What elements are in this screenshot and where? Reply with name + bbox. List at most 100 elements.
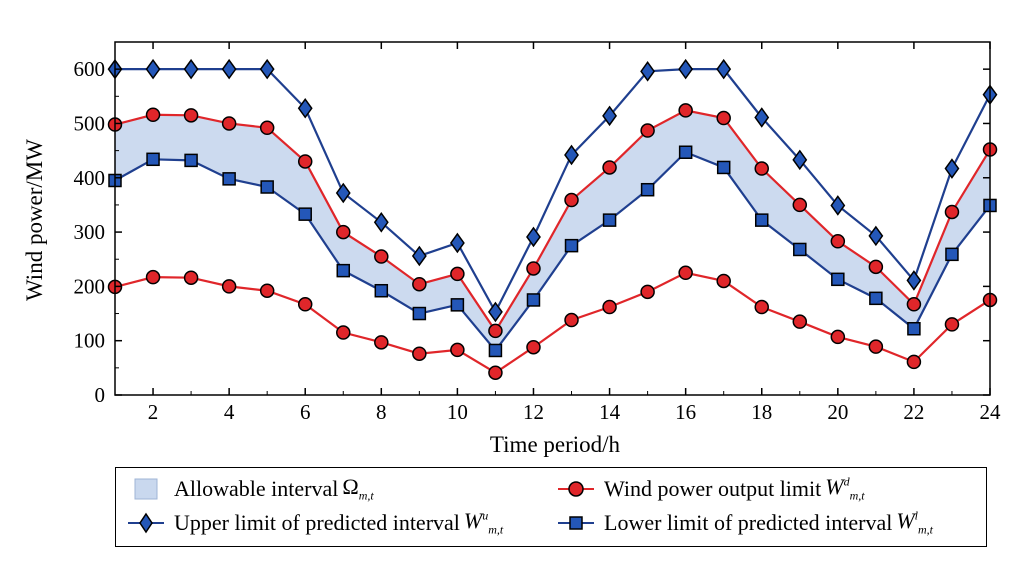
lower-limit-point-18 (754, 213, 769, 227)
y-tick-label-400: 400 (74, 166, 106, 190)
legend-output-symbol: Wdm,t (825, 474, 865, 503)
lower-limit-point-19 (793, 242, 807, 257)
output-limit-lower-point-8 (374, 335, 389, 350)
lower-limit-point-4 (222, 172, 236, 186)
legend-item-output: Wind power output limit Wdm,t (556, 474, 865, 503)
upper-limit-point-18 (754, 107, 770, 128)
legend-blue-diamond-icon (128, 512, 164, 534)
x-tick-label-22: 22 (903, 400, 924, 424)
lower-limit-point-9 (412, 306, 427, 321)
y-tick-label-300: 300 (74, 220, 106, 244)
output-limit-upper-point-15 (640, 123, 655, 138)
output-limit-lower-point-9 (412, 346, 427, 361)
output-limit-upper-point-10 (450, 266, 465, 282)
x-tick-label-4: 4 (224, 400, 235, 424)
upper-limit-point-15 (640, 61, 656, 82)
lower-limit-point-11 (488, 343, 503, 358)
upper-limit-point-20 (830, 195, 846, 216)
legend-allowable-symbol: Ωm,t (342, 474, 374, 503)
upper-limit-point-16 (678, 58, 694, 80)
output-limit-upper-point-19 (792, 197, 808, 213)
upper-limit-point-12 (526, 226, 541, 248)
lower-limit-point-3 (184, 153, 198, 168)
output-limit-upper-point-11 (488, 323, 503, 339)
output-limit-upper-point-22 (906, 297, 922, 312)
upper-limit-point-14 (602, 105, 617, 127)
x-axis-title: Time period/h (490, 432, 621, 457)
y-tick-label-200: 200 (74, 274, 106, 298)
output-limit-upper-point-8 (374, 249, 389, 264)
output-limit-lower-point-17 (716, 273, 731, 289)
y-tick-label-0: 0 (95, 383, 106, 407)
lower-limit-point-7 (336, 263, 351, 278)
chart: 2 4 6 8 10 12 14 16 18 20 22 240100200300400500600 … (22, 41, 1002, 457)
lower-limit-point-15 (640, 182, 655, 197)
output-limit-upper-point-2 (145, 107, 161, 123)
legend-output-label: Wind power output limit (604, 475, 822, 501)
x-tick-label-6: 6 (300, 400, 311, 424)
upper-limit-point-10 (449, 232, 465, 254)
upper-limit-point-4 (221, 58, 237, 80)
x-tick-label-20: 20 (827, 400, 848, 424)
upper-limit-point-22 (906, 270, 922, 291)
upper-limit-point-8 (373, 212, 389, 233)
legend-red-circle-icon (558, 480, 594, 497)
output-limit-lower-point-6 (297, 297, 313, 312)
output-limit-lower-point-15 (640, 284, 655, 300)
output-limit-upper-point-5 (259, 120, 275, 136)
x-tick-label-12: 12 (523, 400, 544, 424)
output-limit-upper-point-16 (678, 103, 693, 118)
upper-limit-point-13 (564, 144, 579, 166)
output-limit-lower-point-7 (336, 325, 351, 340)
legend-upper-label: Upper limit of predicted interval (174, 509, 460, 535)
x-tick-label-24: 24 (980, 400, 1002, 424)
x-tick-label-14: 14 (599, 400, 621, 424)
output-limit-upper-point-23 (944, 204, 960, 220)
output-limit-lower-point-3 (183, 270, 199, 285)
x-tick-label-10: 10 (447, 400, 468, 424)
output-limit-lower-point-19 (792, 314, 808, 329)
output-limit-lower-point-13 (564, 312, 579, 328)
output-limit-lower-point-18 (754, 299, 769, 315)
lower-limit-point-2 (146, 152, 160, 167)
lower-limit-point-8 (374, 283, 389, 298)
legend-fill-swatch-icon (134, 478, 158, 500)
upper-limit-point-21 (868, 225, 884, 247)
lower-limit-point-13 (564, 238, 579, 253)
lower-limit-point-14 (602, 213, 617, 227)
legend-item-allowable: Allowable interval Ωm,t (126, 474, 374, 503)
legend-allowable-label: Allowable interval (174, 475, 339, 501)
lower-limit-point-6 (298, 207, 312, 221)
output-limit-lower-point-14 (602, 299, 617, 315)
legend-lower-symbol: Wlm,t (896, 508, 934, 537)
output-limit-upper-point-3 (183, 108, 199, 123)
output-limit-lower-point-22 (906, 354, 922, 370)
lower-limit-point-17 (716, 160, 731, 175)
output-limit-lower-point-23 (944, 317, 960, 332)
output-limit-lower-point-4 (221, 279, 237, 294)
x-tick-label-2: 2 (148, 400, 159, 424)
upper-limit-point-3 (183, 58, 199, 80)
output-limit-upper-point-21 (868, 259, 884, 275)
y-tick-label-600: 600 (74, 57, 106, 81)
lower-limit-point-23 (945, 247, 959, 262)
output-limit-upper-point-20 (830, 234, 846, 249)
legend-upper-symbol: Wum,t (463, 508, 504, 537)
x-tick-label-16: 16 (675, 400, 696, 424)
output-limit-upper-point-4 (221, 116, 237, 131)
legend-item-upper: Upper limit of predicted interval Wum,t (126, 508, 503, 537)
output-limit-lower-point-16 (678, 265, 693, 281)
output-limit-upper-point-18 (754, 161, 769, 176)
output-limit-lower-point-21 (868, 339, 884, 354)
output-limit-lower-point-20 (830, 329, 846, 345)
lower-limit-point-22 (907, 321, 921, 336)
y-tick-label-100: 100 (74, 329, 106, 353)
output-limit-lower-point-12 (526, 339, 541, 355)
lower-limit-point-12 (526, 293, 541, 307)
upper-limit-point-5 (259, 58, 275, 80)
output-limit-upper-point-12 (526, 261, 541, 276)
allowable-interval-area (115, 110, 990, 351)
legend: Allowable interval Ωm,t Wind power outpu… (115, 467, 987, 547)
output-limit-upper-point-14 (602, 160, 617, 175)
y-tick-label-500: 500 (74, 111, 106, 135)
